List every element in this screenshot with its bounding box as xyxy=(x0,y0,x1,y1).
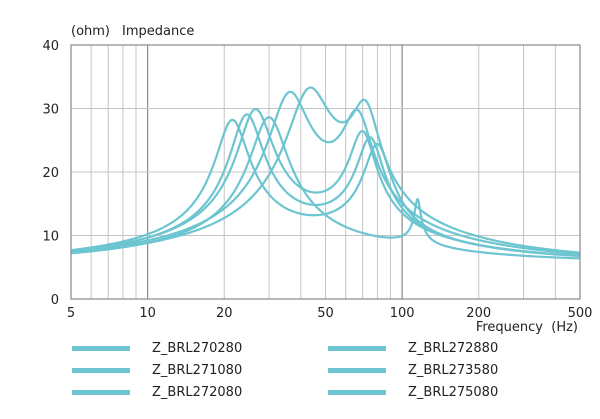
y-axis-unit: (ohm) xyxy=(71,24,110,39)
legend-swatch xyxy=(328,345,386,351)
legend-label: Z_BRL275080 xyxy=(408,384,499,400)
legend-item: Z_BRL272080 xyxy=(72,382,242,402)
series-line xyxy=(70,107,581,257)
legend-label: Z_BRL272880 xyxy=(408,340,499,356)
legend-label: Z_BRL271080 xyxy=(152,362,243,378)
y-tick-labels: 0 10 20 30 40 xyxy=(42,39,59,308)
legend-swatch xyxy=(72,367,130,373)
y-tick-label: 20 xyxy=(42,166,59,181)
plot-frame xyxy=(70,44,581,300)
legend-item: Z_BRL270280 xyxy=(72,338,242,358)
legend-swatch xyxy=(328,367,386,373)
x-tick-label: 50 xyxy=(317,306,334,321)
y-tick-label: 40 xyxy=(42,39,59,54)
x-axis-label: Frequency (Hz) xyxy=(476,320,578,335)
y-tick-label: 30 xyxy=(42,103,59,118)
legend-swatch xyxy=(72,389,130,395)
x-tick-labels: 5 10 20 50 100 200 500 xyxy=(67,306,593,321)
legend-item: Z_BRL273580 xyxy=(328,360,498,380)
series-line xyxy=(70,90,581,255)
legend-item: Z_BRL272880 xyxy=(328,338,498,358)
series-line xyxy=(70,86,581,254)
x-tick-label: 500 xyxy=(568,306,593,321)
grid-lines xyxy=(71,45,580,299)
legend-swatch xyxy=(72,345,130,351)
x-tick-label: 10 xyxy=(139,306,156,321)
impedance-chart: 0 10 20 30 40 5 10 20 50 100 200 500 (ohm) Impedan… xyxy=(42,24,593,335)
legend-label: Z_BRL270280 xyxy=(152,340,243,356)
legend-swatch xyxy=(328,389,386,395)
y-tick-label: 0 xyxy=(51,293,59,308)
series-lines xyxy=(70,86,581,260)
chart-title: Impedance xyxy=(122,24,194,39)
legend-item: Z_BRL275080 xyxy=(328,382,498,402)
legend-item: Z_BRL271080 xyxy=(72,360,242,380)
legend-label: Z_BRL272080 xyxy=(152,384,243,400)
x-tick-label: 20 xyxy=(216,306,233,321)
x-tick-label: 200 xyxy=(466,306,491,321)
legend-label: Z_BRL273580 xyxy=(408,362,499,378)
x-tick-label: 100 xyxy=(390,306,415,321)
y-tick-label: 10 xyxy=(42,230,59,245)
legend: Z_BRL270280 Z_BRL271080 Z_BRL272080 Z_BR… xyxy=(0,336,600,416)
x-tick-label: 5 xyxy=(67,306,75,321)
